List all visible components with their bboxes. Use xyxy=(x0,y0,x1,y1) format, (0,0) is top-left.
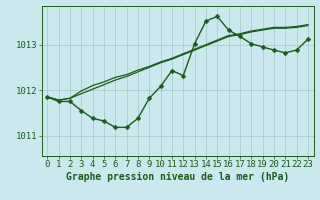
X-axis label: Graphe pression niveau de la mer (hPa): Graphe pression niveau de la mer (hPa) xyxy=(66,172,289,182)
